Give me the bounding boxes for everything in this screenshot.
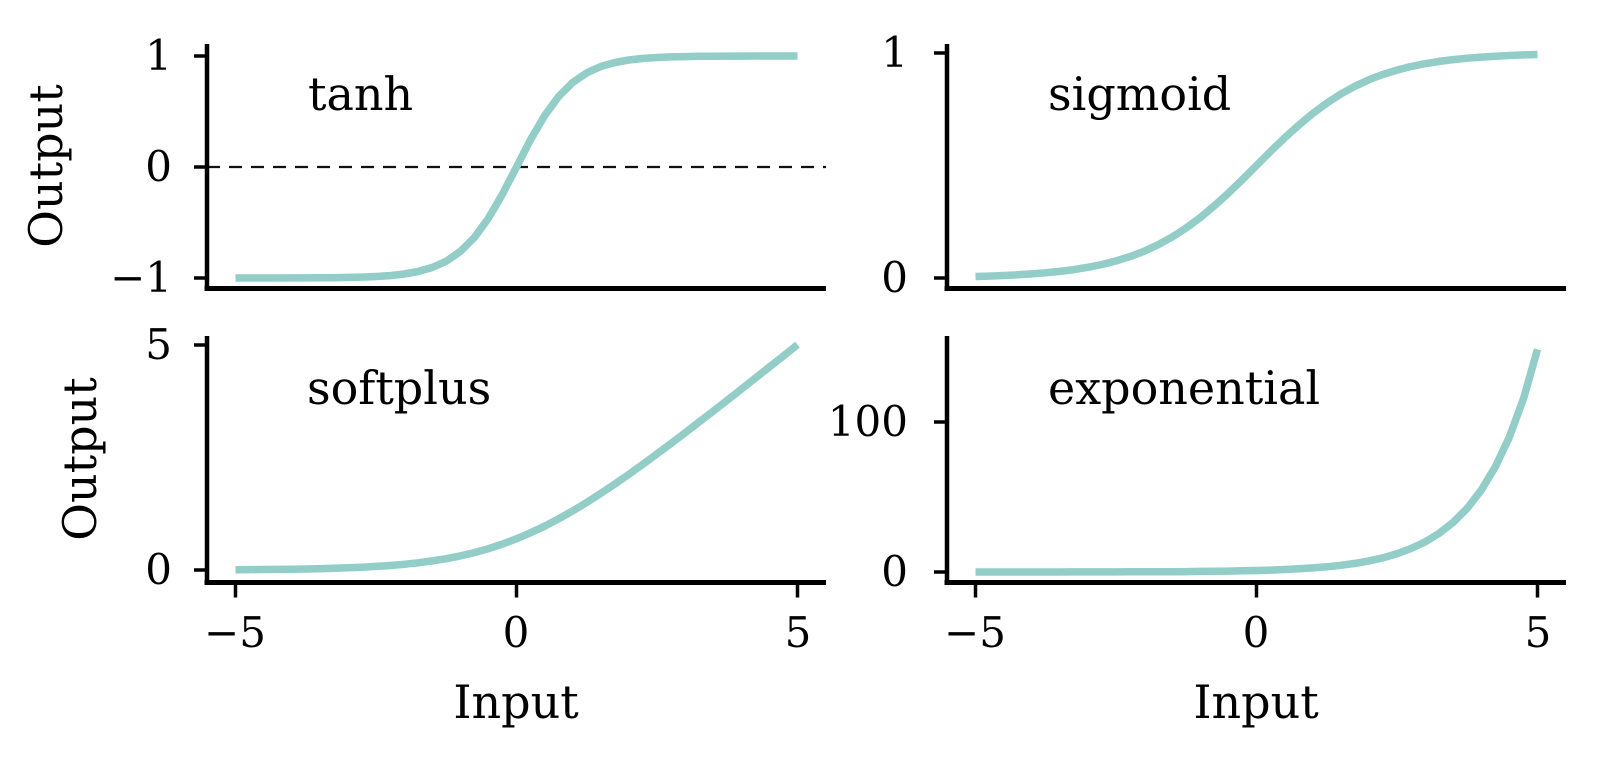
- ytick-label: 1: [145, 31, 172, 80]
- xtick-label: 5: [1524, 608, 1552, 657]
- subplot-title-exponential: exponential: [1048, 361, 1321, 415]
- ytick-label: −1: [110, 253, 172, 302]
- y-axis-label-top: Output: [19, 84, 73, 248]
- curve-sigmoid: [975, 50, 1538, 281]
- xtick-label: 5: [784, 608, 812, 657]
- ytick-label: 5: [145, 320, 172, 369]
- curve-tanh: [235, 52, 798, 282]
- ytick-label: 0: [145, 142, 172, 191]
- curve-softplus: [235, 341, 800, 574]
- xtick-label: −5: [944, 608, 1006, 657]
- ytick-label: 1: [881, 28, 908, 77]
- xtick-label: −5: [204, 608, 266, 657]
- ytick-label: 100: [827, 397, 908, 446]
- x-axis-label-right: Input: [1193, 675, 1319, 729]
- subplot-title-sigmoid: sigmoid: [1048, 67, 1232, 121]
- xtick-label: 0: [502, 608, 530, 657]
- curve-exponential: [975, 348, 1542, 576]
- ytick-label: 0: [881, 253, 908, 302]
- ytick-label: 0: [145, 545, 172, 594]
- x-axis-label-left: Input: [453, 675, 579, 729]
- ytick-label: 0: [881, 547, 908, 596]
- subplot-title-softplus: softplus: [307, 361, 492, 415]
- xtick-label: 0: [1242, 608, 1270, 657]
- y-axis-label-bottom: Output: [53, 377, 107, 541]
- subplot-title-tanh: tanh: [308, 67, 414, 121]
